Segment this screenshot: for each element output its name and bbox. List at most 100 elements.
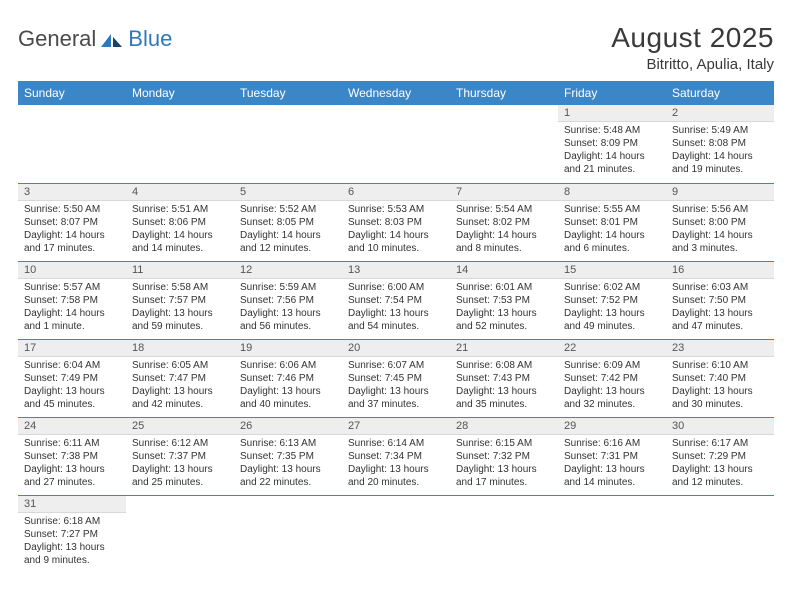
calendar-day: 6Sunrise: 5:53 AMSunset: 8:03 PMDaylight… <box>342 183 450 261</box>
calendar-week: 1Sunrise: 5:48 AMSunset: 8:09 PMDaylight… <box>18 105 774 183</box>
day-details: Sunrise: 6:14 AMSunset: 7:34 PMDaylight:… <box>342 435 450 493</box>
daylight-text: Daylight: 13 hours and 22 minutes. <box>240 463 336 489</box>
calendar-day <box>450 105 558 183</box>
sunset-text: Sunset: 7:40 PM <box>672 372 768 385</box>
day-details: Sunrise: 6:18 AMSunset: 7:27 PMDaylight:… <box>18 513 126 571</box>
sunset-text: Sunset: 7:37 PM <box>132 450 228 463</box>
day-details: Sunrise: 6:01 AMSunset: 7:53 PMDaylight:… <box>450 279 558 337</box>
title-block: August 2025 Bitritto, Apulia, Italy <box>611 22 774 73</box>
sunrise-text: Sunrise: 5:48 AM <box>564 124 660 137</box>
sunrise-text: Sunrise: 6:17 AM <box>672 437 768 450</box>
sail-icon <box>98 30 126 48</box>
calendar-day <box>342 495 450 573</box>
weekday-header: Tuesday <box>234 81 342 105</box>
daylight-text: Daylight: 14 hours and 19 minutes. <box>672 150 768 176</box>
daylight-text: Daylight: 13 hours and 47 minutes. <box>672 307 768 333</box>
daylight-text: Daylight: 13 hours and 56 minutes. <box>240 307 336 333</box>
day-number: 22 <box>558 340 666 357</box>
sunset-text: Sunset: 7:46 PM <box>240 372 336 385</box>
brand-part2: Blue <box>128 26 172 52</box>
day-number: 10 <box>18 262 126 279</box>
sunrise-text: Sunrise: 6:09 AM <box>564 359 660 372</box>
day-details: Sunrise: 6:02 AMSunset: 7:52 PMDaylight:… <box>558 279 666 337</box>
sunset-text: Sunset: 7:47 PM <box>132 372 228 385</box>
daylight-text: Daylight: 14 hours and 8 minutes. <box>456 229 552 255</box>
sunrise-text: Sunrise: 5:59 AM <box>240 281 336 294</box>
day-number: 26 <box>234 418 342 435</box>
day-details: Sunrise: 5:49 AMSunset: 8:08 PMDaylight:… <box>666 122 774 180</box>
daylight-text: Daylight: 13 hours and 52 minutes. <box>456 307 552 333</box>
day-details: Sunrise: 5:50 AMSunset: 8:07 PMDaylight:… <box>18 201 126 259</box>
daylight-text: Daylight: 13 hours and 37 minutes. <box>348 385 444 411</box>
daylight-text: Daylight: 13 hours and 42 minutes. <box>132 385 228 411</box>
calendar-day <box>126 105 234 183</box>
daylight-text: Daylight: 14 hours and 3 minutes. <box>672 229 768 255</box>
daylight-text: Daylight: 14 hours and 1 minute. <box>24 307 120 333</box>
sunrise-text: Sunrise: 5:56 AM <box>672 203 768 216</box>
day-details: Sunrise: 6:09 AMSunset: 7:42 PMDaylight:… <box>558 357 666 415</box>
calendar-day: 26Sunrise: 6:13 AMSunset: 7:35 PMDayligh… <box>234 417 342 495</box>
calendar-day <box>342 105 450 183</box>
day-number: 2 <box>666 105 774 122</box>
day-details: Sunrise: 6:05 AMSunset: 7:47 PMDaylight:… <box>126 357 234 415</box>
calendar-day: 20Sunrise: 6:07 AMSunset: 7:45 PMDayligh… <box>342 339 450 417</box>
sunrise-text: Sunrise: 5:57 AM <box>24 281 120 294</box>
day-details: Sunrise: 6:08 AMSunset: 7:43 PMDaylight:… <box>450 357 558 415</box>
day-number: 11 <box>126 262 234 279</box>
calendar-day: 4Sunrise: 5:51 AMSunset: 8:06 PMDaylight… <box>126 183 234 261</box>
day-number: 9 <box>666 184 774 201</box>
sunrise-text: Sunrise: 6:10 AM <box>672 359 768 372</box>
daylight-text: Daylight: 13 hours and 40 minutes. <box>240 385 336 411</box>
calendar-day: 8Sunrise: 5:55 AMSunset: 8:01 PMDaylight… <box>558 183 666 261</box>
day-number: 15 <box>558 262 666 279</box>
sunset-text: Sunset: 8:01 PM <box>564 216 660 229</box>
daylight-text: Daylight: 13 hours and 27 minutes. <box>24 463 120 489</box>
calendar-day: 14Sunrise: 6:01 AMSunset: 7:53 PMDayligh… <box>450 261 558 339</box>
day-number: 13 <box>342 262 450 279</box>
weekday-header: Saturday <box>666 81 774 105</box>
calendar-day <box>666 495 774 573</box>
calendar-day: 16Sunrise: 6:03 AMSunset: 7:50 PMDayligh… <box>666 261 774 339</box>
day-details: Sunrise: 6:06 AMSunset: 7:46 PMDaylight:… <box>234 357 342 415</box>
sunrise-text: Sunrise: 6:08 AM <box>456 359 552 372</box>
sunset-text: Sunset: 7:34 PM <box>348 450 444 463</box>
sunset-text: Sunset: 7:50 PM <box>672 294 768 307</box>
sunrise-text: Sunrise: 5:49 AM <box>672 124 768 137</box>
day-number: 31 <box>18 496 126 513</box>
calendar-day: 27Sunrise: 6:14 AMSunset: 7:34 PMDayligh… <box>342 417 450 495</box>
daylight-text: Daylight: 14 hours and 21 minutes. <box>564 150 660 176</box>
sunrise-text: Sunrise: 5:52 AM <box>240 203 336 216</box>
calendar-week: 24Sunrise: 6:11 AMSunset: 7:38 PMDayligh… <box>18 417 774 495</box>
calendar-day: 29Sunrise: 6:16 AMSunset: 7:31 PMDayligh… <box>558 417 666 495</box>
sunrise-text: Sunrise: 5:53 AM <box>348 203 444 216</box>
calendar-day: 18Sunrise: 6:05 AMSunset: 7:47 PMDayligh… <box>126 339 234 417</box>
daylight-text: Daylight: 14 hours and 17 minutes. <box>24 229 120 255</box>
day-details: Sunrise: 6:04 AMSunset: 7:49 PMDaylight:… <box>18 357 126 415</box>
calendar-day: 31Sunrise: 6:18 AMSunset: 7:27 PMDayligh… <box>18 495 126 573</box>
calendar-day: 11Sunrise: 5:58 AMSunset: 7:57 PMDayligh… <box>126 261 234 339</box>
sunset-text: Sunset: 8:06 PM <box>132 216 228 229</box>
day-details: Sunrise: 5:53 AMSunset: 8:03 PMDaylight:… <box>342 201 450 259</box>
day-details: Sunrise: 6:00 AMSunset: 7:54 PMDaylight:… <box>342 279 450 337</box>
sunrise-text: Sunrise: 6:06 AM <box>240 359 336 372</box>
day-details: Sunrise: 5:56 AMSunset: 8:00 PMDaylight:… <box>666 201 774 259</box>
sunrise-text: Sunrise: 6:18 AM <box>24 515 120 528</box>
sunset-text: Sunset: 7:49 PM <box>24 372 120 385</box>
calendar-day <box>234 105 342 183</box>
day-number: 29 <box>558 418 666 435</box>
calendar-day: 21Sunrise: 6:08 AMSunset: 7:43 PMDayligh… <box>450 339 558 417</box>
sunrise-text: Sunrise: 6:04 AM <box>24 359 120 372</box>
day-number: 27 <box>342 418 450 435</box>
header: GeneralBlue August 2025 Bitritto, Apulia… <box>18 22 774 73</box>
calendar-day: 28Sunrise: 6:15 AMSunset: 7:32 PMDayligh… <box>450 417 558 495</box>
sunset-text: Sunset: 8:03 PM <box>348 216 444 229</box>
calendar-day: 25Sunrise: 6:12 AMSunset: 7:37 PMDayligh… <box>126 417 234 495</box>
sunset-text: Sunset: 8:07 PM <box>24 216 120 229</box>
weekday-header-row: Sunday Monday Tuesday Wednesday Thursday… <box>18 81 774 105</box>
day-number: 18 <box>126 340 234 357</box>
sunset-text: Sunset: 8:08 PM <box>672 137 768 150</box>
calendar-day: 1Sunrise: 5:48 AMSunset: 8:09 PMDaylight… <box>558 105 666 183</box>
sunset-text: Sunset: 7:52 PM <box>564 294 660 307</box>
calendar-week: 31Sunrise: 6:18 AMSunset: 7:27 PMDayligh… <box>18 495 774 573</box>
location: Bitritto, Apulia, Italy <box>611 56 774 73</box>
